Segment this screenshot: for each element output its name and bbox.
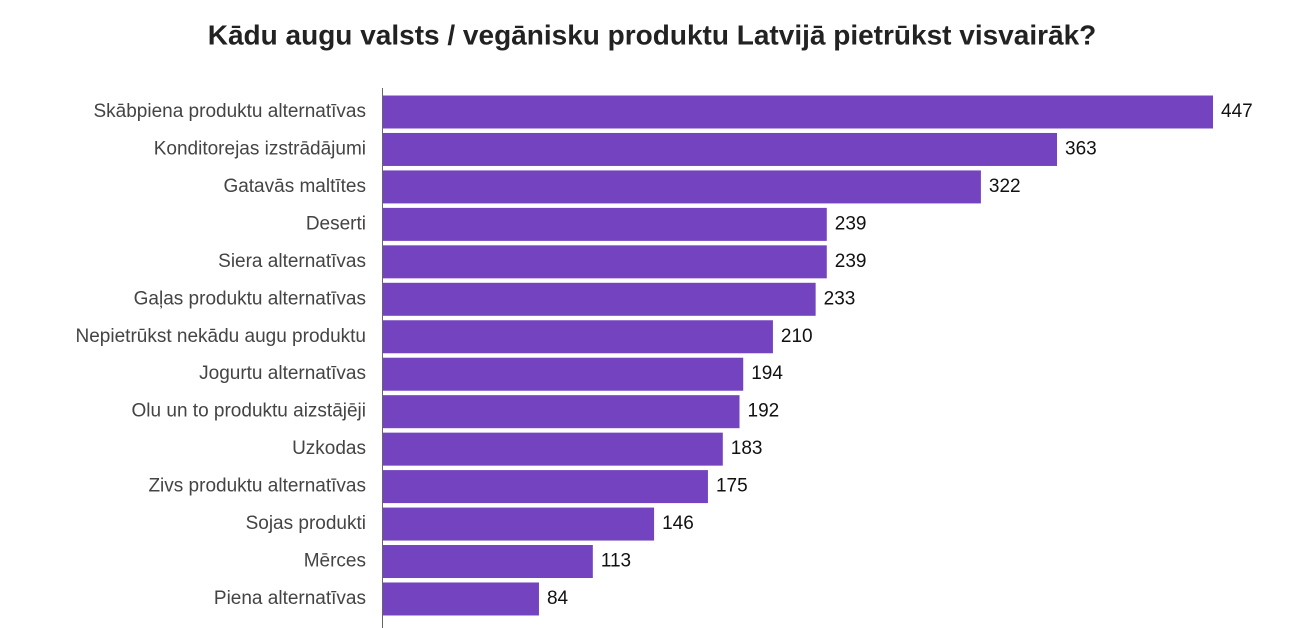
bar bbox=[383, 245, 827, 279]
category-label: Sojas produkti bbox=[246, 513, 366, 534]
bar bbox=[383, 320, 773, 354]
bar bbox=[383, 357, 744, 391]
bar bbox=[383, 132, 1058, 166]
value-label: 447 bbox=[1221, 101, 1253, 122]
category-label: Konditorejas izstrādājumi bbox=[154, 138, 366, 159]
value-label: 192 bbox=[748, 401, 780, 422]
value-label: 146 bbox=[662, 513, 694, 534]
bar bbox=[383, 470, 708, 504]
bar bbox=[383, 507, 655, 541]
bar bbox=[383, 207, 827, 241]
bar bbox=[383, 432, 723, 466]
category-label: Siera alternatīvas bbox=[218, 251, 366, 272]
value-label: 363 bbox=[1065, 138, 1097, 159]
value-label: 175 bbox=[716, 476, 748, 497]
category-label: Jogurtu alternatīvas bbox=[199, 363, 366, 384]
value-label: 183 bbox=[731, 438, 763, 459]
value-label: 194 bbox=[751, 363, 783, 384]
category-label: Uzkodas bbox=[292, 438, 366, 459]
category-label: Deserti bbox=[306, 213, 366, 234]
category-label: Nepietrūkst nekādu augu produktu bbox=[76, 326, 366, 347]
category-label: Gaļas produktu alternatīvas bbox=[134, 288, 366, 309]
value-label: 210 bbox=[781, 326, 813, 347]
value-label: 322 bbox=[989, 176, 1021, 197]
value-label: 84 bbox=[547, 588, 569, 609]
value-label: 113 bbox=[601, 551, 631, 572]
category-label: Piena alternatīvas bbox=[214, 588, 366, 609]
bar bbox=[383, 282, 816, 316]
bar bbox=[383, 170, 981, 204]
bar bbox=[383, 95, 1213, 129]
category-label: Zivs produktu alternatīvas bbox=[148, 476, 366, 497]
value-label: 239 bbox=[835, 251, 867, 272]
bar bbox=[383, 395, 740, 429]
bar bbox=[383, 582, 539, 616]
category-label: Skābpiena produktu alternatīvas bbox=[93, 101, 366, 122]
value-label: 239 bbox=[835, 213, 867, 234]
category-label: Gatavās maltītes bbox=[223, 176, 366, 197]
chart-title: Kādu augu valsts / vegānisku produktu La… bbox=[208, 19, 1097, 50]
category-label: Mērces bbox=[304, 551, 366, 572]
value-label: 233 bbox=[824, 288, 856, 309]
category-label: Olu un to produktu aizstājēji bbox=[132, 401, 366, 422]
bar bbox=[383, 545, 593, 579]
